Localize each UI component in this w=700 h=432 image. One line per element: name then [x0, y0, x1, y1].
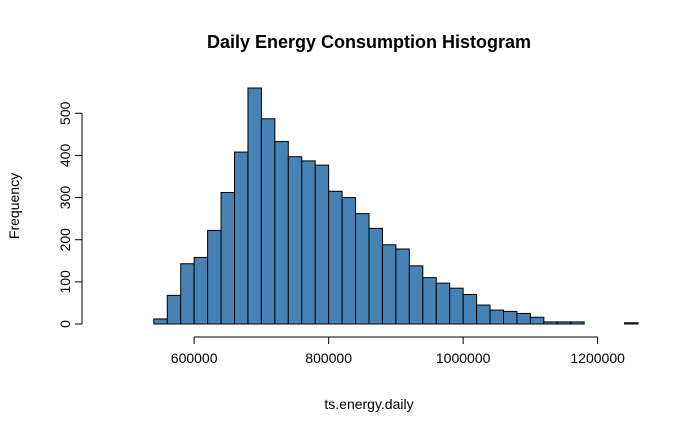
x-tick-label: 800000: [305, 350, 352, 366]
histogram-bar: [287, 156, 303, 325]
histogram-bar: [408, 265, 424, 325]
y-tick-label: 0: [57, 320, 73, 328]
y-tick-label: 400: [57, 144, 73, 168]
y-tick-label: 300: [57, 186, 73, 210]
histogram-bar: [503, 310, 518, 325]
histogram-bar: [207, 229, 222, 325]
histogram-bar: [193, 256, 209, 325]
histogram-bar: [529, 316, 545, 325]
histogram-bar: [247, 87, 262, 325]
y-tick-label: 200: [57, 228, 73, 252]
histogram-bar: [516, 312, 531, 325]
chart-title: Daily Energy Consumption Histogram: [207, 32, 531, 52]
histogram-bar: [624, 322, 639, 325]
y-tick-label: 500: [57, 101, 73, 125]
x-tick-label: 600000: [171, 350, 218, 366]
histogram-bar: [314, 164, 330, 325]
histogram-bar: [234, 151, 249, 325]
histogram-bar: [368, 227, 383, 325]
histogram-bar: [260, 118, 276, 325]
histogram-bar: [570, 321, 585, 325]
histogram-bar: [153, 318, 168, 325]
histogram-bar: [449, 287, 464, 325]
x-tick-label: 1200000: [570, 350, 625, 366]
histogram-bar: [180, 263, 195, 325]
histogram-bar: [328, 190, 343, 325]
y-tick-label: 100: [57, 270, 73, 294]
histogram-bar: [462, 294, 478, 325]
histogram-bar: [556, 321, 572, 325]
histogram-bar: [489, 309, 504, 325]
histogram-bar: [543, 321, 558, 325]
histogram-bar: [341, 197, 357, 325]
bars-group: [153, 87, 639, 325]
x-tick-label: 1000000: [436, 350, 491, 366]
x-axis-label: ts.energy.daily: [324, 396, 413, 412]
histogram-bar: [435, 282, 451, 325]
y-axis: 0 100 200 300 400 500: [57, 101, 83, 328]
histogram-bar: [395, 248, 410, 325]
histogram-bar: [476, 304, 491, 325]
histogram-bar: [301, 160, 316, 325]
histogram-bar: [381, 244, 397, 325]
histogram-bar: [166, 294, 182, 325]
histogram-bar: [220, 192, 236, 325]
histogram-bar: [274, 141, 289, 325]
histogram-bar: [422, 277, 437, 325]
histogram-bar: [355, 213, 370, 325]
y-axis-label: Frequency: [6, 173, 22, 239]
x-axis: 600000 800000 1000000 1200000: [171, 336, 625, 366]
